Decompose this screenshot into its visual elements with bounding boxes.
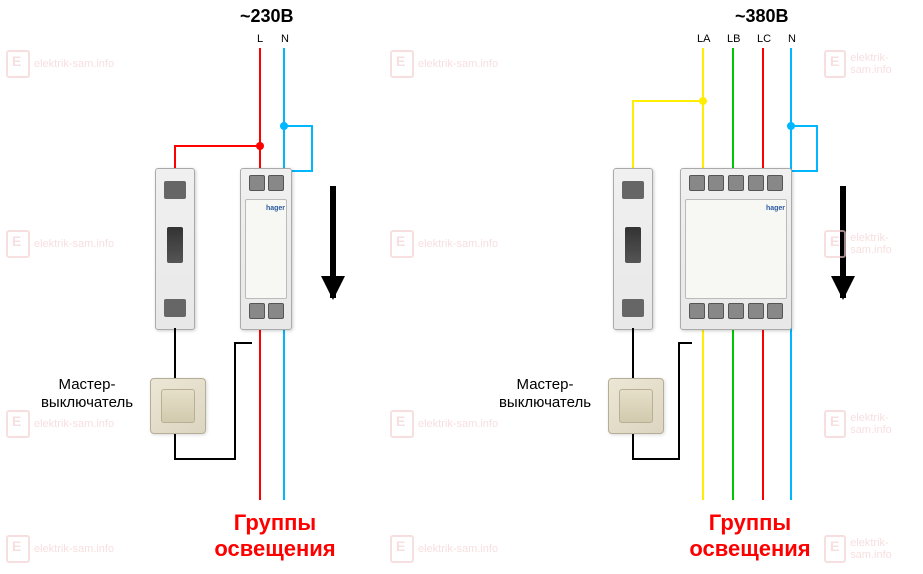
wire-cyan-v-top xyxy=(311,125,313,172)
groups-line1-l: Группы xyxy=(234,510,316,535)
watermark: elektrik-sam.info xyxy=(390,410,498,438)
master-label-left: Мастер- выключатель xyxy=(28,376,146,412)
watermark: elektrik-sam.info xyxy=(6,230,114,258)
groups-line2-r: освещения xyxy=(689,536,810,561)
wire-label-LB: LВ xyxy=(727,33,740,45)
breaker-left xyxy=(155,168,195,330)
wire-black-up-cont xyxy=(234,342,236,460)
wire-label-L: L xyxy=(257,33,263,45)
dot-cyan-r xyxy=(787,122,795,130)
master-switch-right xyxy=(608,378,664,434)
contactor-left: hager xyxy=(240,168,292,330)
wire-bk-sw-dn-r xyxy=(632,432,634,460)
voltage-left: ~230В xyxy=(240,6,294,27)
groups-line1-r: Группы xyxy=(709,510,791,535)
watermark: elektrik-sam.info xyxy=(390,50,498,78)
dot-yellow xyxy=(699,97,707,105)
watermark: elektrik-sam.info xyxy=(6,535,114,563)
wire-y-v xyxy=(632,100,634,170)
brand-left: hager xyxy=(241,205,285,212)
master-label-line2: выключатель xyxy=(41,394,133,411)
master-label-r-line1: Мастер- xyxy=(517,376,574,393)
watermark: elektrik-sam.info xyxy=(824,230,923,258)
groups-label-left: Группы освещения xyxy=(200,510,350,563)
wire-red-h xyxy=(174,145,261,147)
watermark: elektrik-sam.info xyxy=(6,50,114,78)
wire-black-into-cont xyxy=(234,342,252,344)
contactor-right: hager xyxy=(680,168,792,330)
watermark: elektrik-sam.info xyxy=(6,410,114,438)
watermark: elektrik-sam.info xyxy=(824,410,923,438)
wire-black-sw-down xyxy=(174,432,176,460)
master-label-line1: Мастер- xyxy=(59,376,116,393)
wire-label-LC: LС xyxy=(757,33,771,45)
master-label-r-line2: выключатель xyxy=(499,394,591,411)
breaker-right xyxy=(613,168,653,330)
watermark: elektrik-sam.info xyxy=(390,535,498,563)
wire-bk-br-dn-r xyxy=(632,328,634,380)
wire-label-N: N xyxy=(281,33,289,45)
wire-bk-into-r xyxy=(678,342,692,344)
wire-label-N2: N xyxy=(788,33,796,45)
watermark: elektrik-sam.info xyxy=(390,230,498,258)
groups-label-right: Группы освещения xyxy=(675,510,825,563)
wire-label-LA: LA xyxy=(697,33,710,45)
wire-y-h xyxy=(632,100,704,102)
dot-red-L xyxy=(256,142,264,150)
wire-bk-h-r xyxy=(632,458,680,460)
wire-bk-up-r xyxy=(678,342,680,460)
wire-black-br-down xyxy=(174,328,176,380)
watermark: elektrik-sam.info xyxy=(824,535,923,563)
wire-c-v-r xyxy=(816,125,818,172)
arrow-left xyxy=(330,186,336,298)
voltage-right: ~380В xyxy=(735,6,789,27)
wire-red-to-breaker xyxy=(174,145,176,170)
master-switch-left xyxy=(150,378,206,434)
groups-line2-l: освещения xyxy=(214,536,335,561)
wire-black-h-bot xyxy=(174,458,236,460)
dot-cyan-N xyxy=(280,122,288,130)
brand-right: hager xyxy=(681,205,785,212)
master-label-right: Мастер- выключатель xyxy=(486,376,604,412)
watermark: elektrik-sam.info xyxy=(824,50,923,78)
